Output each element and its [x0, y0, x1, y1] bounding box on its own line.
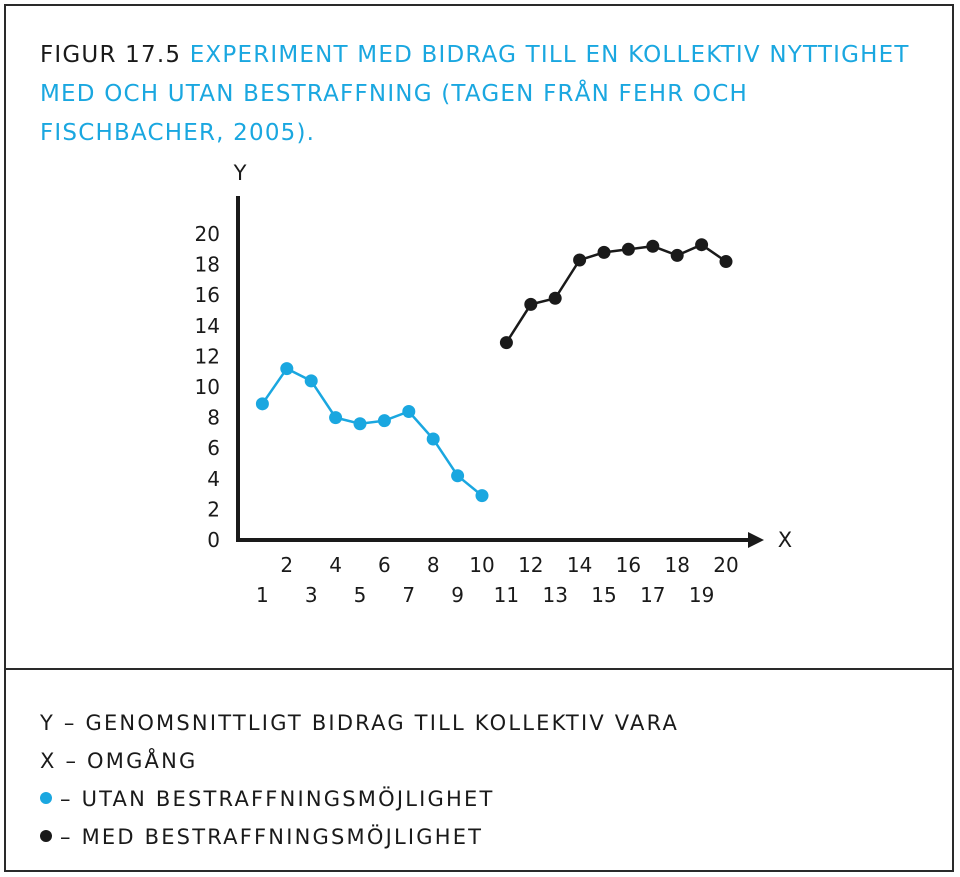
legend-label-without: – UTAN BESTRAFFNINGSMÖJLIGHET — [60, 787, 495, 811]
data-point-with — [621, 242, 635, 256]
data-point-without — [475, 489, 489, 503]
x-tick-label: 16 — [616, 553, 641, 577]
x-tick-label: 10 — [469, 553, 494, 577]
legend-label-with: – MED BESTRAFFNINGSMÖJLIGHET — [60, 825, 484, 849]
y-tick-label: 0 — [207, 528, 220, 552]
y-tick-label: 8 — [207, 406, 220, 430]
data-point-with — [548, 291, 562, 305]
black-dot-icon — [40, 830, 52, 842]
x-tick-label: 19 — [689, 583, 714, 607]
y-tick-label: 10 — [195, 375, 220, 399]
figure-frame: FIGUR 17.5 EXPERIMENT MED BIDRAG TILL EN… — [4, 4, 954, 872]
data-point-with — [670, 248, 684, 262]
data-point-without — [255, 397, 269, 411]
x-tick-label: 3 — [305, 583, 318, 607]
legend-x-description: X – OMGÅNG — [40, 749, 198, 773]
data-point-without — [402, 404, 416, 418]
y-axis-label: Y — [233, 161, 247, 185]
y-tick-label: 4 — [207, 467, 220, 491]
figure-title: FIGUR 17.5 EXPERIMENT MED BIDRAG TILL EN… — [40, 36, 930, 153]
data-point-without — [329, 411, 343, 425]
data-point-without — [377, 414, 391, 428]
x-axis-label: X — [778, 528, 792, 552]
figure-caption: EXPERIMENT MED BIDRAG TILL EN KOLLEKTIV … — [40, 42, 910, 146]
legend: Y – GENOMSNITTLIGT BIDRAG TILL KOLLEKTIV… — [40, 704, 679, 856]
data-point-with — [719, 255, 733, 269]
data-point-without — [426, 432, 440, 446]
x-axis-arrow-icon — [748, 532, 764, 548]
x-tick-label: 14 — [567, 553, 592, 577]
data-point-without — [280, 362, 294, 376]
data-point-without — [304, 374, 318, 388]
x-tick-label: 15 — [591, 583, 616, 607]
data-point-with — [695, 238, 709, 252]
data-point-with — [499, 336, 513, 350]
legend-y-description: Y – GENOMSNITTLIGT BIDRAG TILL KOLLEKTIV… — [40, 711, 680, 735]
data-point-with — [573, 253, 587, 267]
data-point-with — [597, 245, 611, 259]
data-point-without — [353, 417, 367, 431]
x-tick-label: 13 — [542, 583, 567, 607]
y-tick-label: 20 — [195, 222, 220, 246]
x-tick-label: 6 — [378, 553, 391, 577]
x-tick-label: 9 — [451, 583, 464, 607]
data-point-with — [646, 239, 660, 253]
divider — [6, 668, 952, 670]
x-tick-label: 2 — [280, 553, 293, 577]
y-tick-label: 12 — [195, 344, 220, 368]
y-tick-label: 2 — [207, 497, 220, 521]
y-tick-label: 14 — [195, 314, 220, 338]
legend-item-without: – UTAN BESTRAFFNINGSMÖJLIGHET — [40, 780, 679, 818]
y-tick-label: 6 — [207, 436, 220, 460]
blue-dot-icon — [40, 792, 52, 804]
x-tick-label: 12 — [518, 553, 543, 577]
x-tick-label: 4 — [329, 553, 342, 577]
series-line-without — [261, 366, 483, 497]
series-line-with — [505, 243, 727, 344]
data-point-without — [451, 469, 465, 483]
x-tick-label: 8 — [427, 553, 440, 577]
x-tick-label: 5 — [354, 583, 367, 607]
data-point-with — [524, 297, 538, 311]
legend-item-with: – MED BESTRAFFNINGSMÖJLIGHET — [40, 818, 679, 856]
x-tick-label: 11 — [494, 583, 519, 607]
x-tick-label: 17 — [640, 583, 665, 607]
x-tick-label: 1 — [256, 583, 269, 607]
x-tick-label: 18 — [664, 553, 689, 577]
x-tick-label: 20 — [713, 553, 738, 577]
y-tick-label: 18 — [195, 253, 220, 277]
y-tick-label: 16 — [195, 283, 220, 307]
x-tick-label: 7 — [402, 583, 415, 607]
figure-number: FIGUR 17.5 — [40, 42, 182, 68]
